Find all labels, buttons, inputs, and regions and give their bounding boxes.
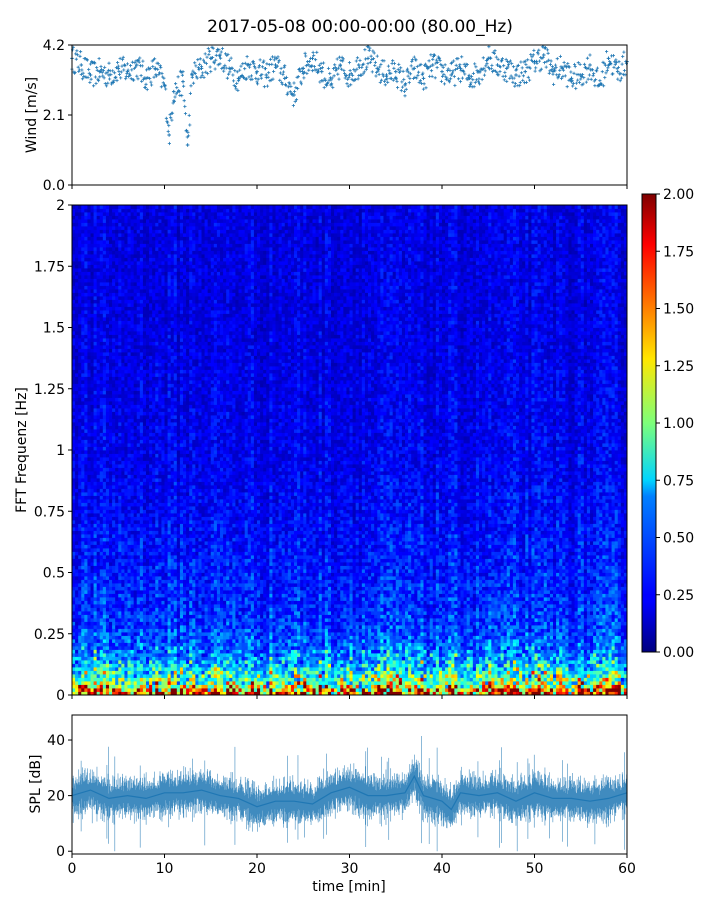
- colorbar-tick-label: 0.50: [663, 531, 694, 547]
- spectrogram-y-tick-label: 1.75: [34, 259, 65, 275]
- spl-noise-band: [72, 736, 627, 851]
- spl-panel: 0 20 40 0 10 20 30 40 50 60 SPL [dB] time [min]: [28, 715, 636, 895]
- colorbar: 0.00 0.25 0.50 0.75 1.00 1.25 1.50 1.75 2.00: [642, 187, 694, 661]
- spectrogram-y-tick-label: 1.25: [34, 382, 65, 398]
- spl-x-ticks: 0 10 20 30 40 50 60: [68, 854, 636, 877]
- spl-x-tick-label: 50: [526, 861, 544, 877]
- wind-point-cloud: [70, 45, 628, 145]
- colorbar-tick-label: 1.75: [663, 244, 694, 260]
- spectrogram-y-tick-label: 0.5: [43, 566, 65, 582]
- colorbar-tick-label: 1.25: [663, 359, 694, 375]
- spl-y-ticks: 0 20 40: [47, 733, 72, 860]
- wind-x-ticks: [72, 185, 627, 189]
- wind-point: [172, 90, 176, 94]
- colorbar-tick-label: 0.25: [663, 588, 694, 604]
- wind-y-tick-label: 4.2: [43, 38, 65, 54]
- spectrogram-y-tick-label: 0.75: [34, 504, 65, 520]
- spl-y-tick-label: 20: [47, 789, 65, 805]
- spl-ylabel: SPL [dB]: [28, 755, 44, 814]
- spl-x-tick-label: 10: [156, 861, 174, 877]
- spectrogram-ylabel: FFT Frequenz [Hz]: [14, 387, 30, 513]
- colorbar-tick-label: 2.00: [663, 187, 694, 203]
- spectrogram-panel: 0 0.25 0.5 0.75 1 1.25 1.5 1.75 2 FFT Frequenz […: [14, 198, 627, 704]
- wind-point: [616, 70, 620, 74]
- wind-point: [79, 63, 83, 67]
- spl-y-tick-label: 40: [47, 733, 65, 749]
- wind-y-tick-label: 0.0: [43, 178, 65, 194]
- colorbar-gradient: [642, 194, 656, 652]
- wind-point: [186, 143, 190, 147]
- wind-point: [607, 57, 611, 61]
- colorbar-tick-label: 1.00: [663, 416, 694, 432]
- spectrogram-x-ticks: [72, 695, 627, 699]
- spectrogram-y-tick-label: 0.25: [34, 627, 65, 643]
- spl-x-tick-label: 0: [68, 861, 77, 877]
- wind-axes-frame: [72, 45, 627, 185]
- spectrogram-y-tick-label: 2: [56, 198, 65, 214]
- spl-x-tick-label: 20: [248, 861, 266, 877]
- wind-panel: 0.0 2.1 4.2 Wind [m/s]: [24, 38, 629, 194]
- spectrogram-heatmap: [72, 205, 627, 695]
- spectrogram-y-ticks: 0 0.25 0.5 0.75 1 1.25 1.5 1.75 2: [34, 198, 72, 704]
- spl-xlabel: time [min]: [312, 879, 385, 895]
- wind-point: [588, 63, 592, 67]
- wind-point: [514, 73, 518, 77]
- spectrogram-y-tick-label: 1.5: [43, 321, 65, 337]
- wind-point: [357, 63, 361, 67]
- wind-ylabel: Wind [m/s]: [24, 77, 40, 153]
- colorbar-tick-label: 1.50: [663, 302, 694, 318]
- colorbar-tick-label: 0.00: [663, 645, 694, 661]
- spl-x-tick-label: 30: [341, 861, 359, 877]
- spectrogram-y-tick-label: 1: [56, 443, 65, 459]
- wind-point: [440, 70, 444, 74]
- colorbar-ticks: 0.00 0.25 0.50 0.75 1.00 1.25 1.50 1.75 2.00: [656, 187, 694, 661]
- wind-point: [167, 133, 171, 137]
- wind-point: [523, 70, 527, 74]
- figure-title: 2017-05-08 00:00-00:00 (80.00_Hz): [207, 17, 513, 37]
- wind-point: [181, 80, 185, 84]
- colorbar-tick-label: 0.75: [663, 473, 694, 489]
- wind-y-ticks: 0.0 2.1 4.2: [43, 38, 72, 194]
- spl-x-tick-label: 40: [433, 861, 451, 877]
- spectrogram-y-tick-label: 0: [56, 688, 65, 704]
- wind-point: [366, 57, 370, 61]
- wind-point: [422, 77, 426, 81]
- wind-point: [320, 70, 324, 74]
- wind-y-tick-label: 2.1: [43, 108, 65, 124]
- spl-y-tick-label: 0: [56, 844, 65, 860]
- spl-x-tick-label: 60: [618, 861, 636, 877]
- wind-points: [70, 45, 629, 147]
- wind-point: [394, 70, 398, 74]
- wind-point: [542, 53, 546, 57]
- spl-noise-band-path: [72, 736, 627, 851]
